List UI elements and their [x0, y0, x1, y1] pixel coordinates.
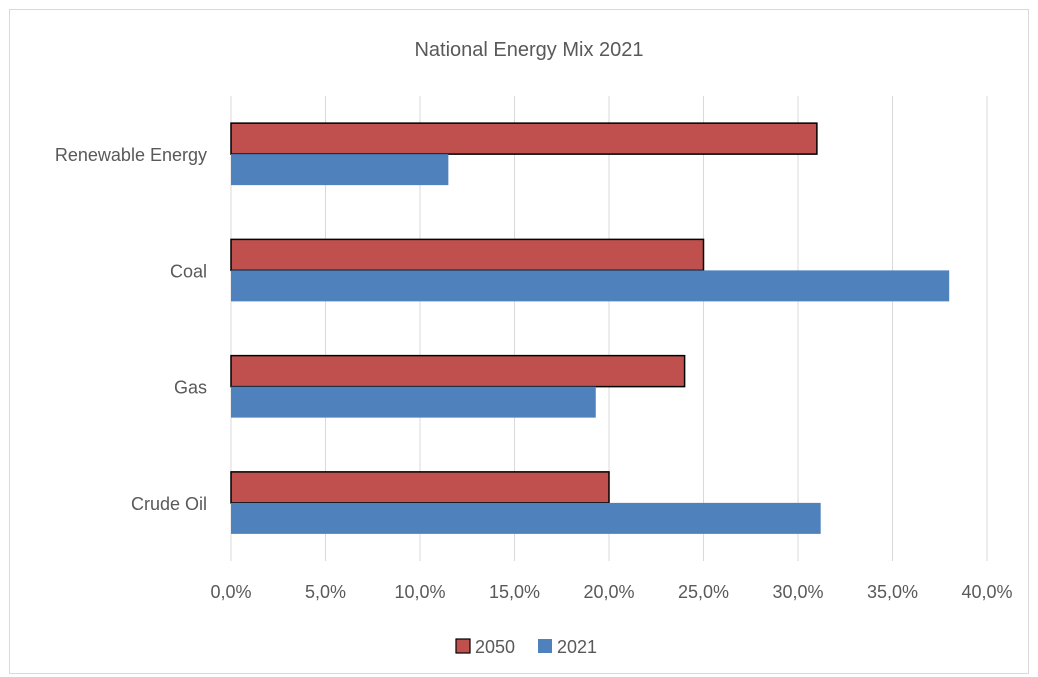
bar-2021-coal: [231, 270, 950, 302]
bar-2050-crude-oil: [230, 471, 610, 504]
x-tick-labels: 0,0% 5,0% 10,0% 15,0% 20,0% 25,0% 30,0% 35,0% 40…: [210, 582, 1012, 602]
legend-swatch-2050: [455, 638, 471, 654]
x-tick-label: 20,0%: [583, 582, 634, 602]
bar-2021-gas: [231, 386, 596, 418]
bar-2050-renewable-energy: [230, 122, 818, 155]
x-tick-label: 0,0%: [210, 582, 251, 602]
category-label-coal: Coal: [170, 261, 207, 281]
legend-label-2050: 2050: [475, 637, 515, 657]
x-tick-label: 40,0%: [961, 582, 1012, 602]
x-tick-label: 15,0%: [489, 582, 540, 602]
x-tick-label: 10,0%: [394, 582, 445, 602]
chart-frame: [9, 9, 1029, 674]
bar-2021-renewable-energy: [231, 154, 449, 186]
x-tick-label: 30,0%: [772, 582, 823, 602]
legend: 2050 2021: [455, 637, 597, 657]
bar-2050-gas: [230, 354, 686, 388]
x-tick-label: 5,0%: [305, 582, 346, 602]
chart-title: National Energy Mix 2021: [414, 39, 643, 61]
bar-2021-crude-oil: [231, 502, 821, 534]
legend-swatch-2021: [538, 639, 552, 653]
category-label-renewable-energy: Renewable Energy: [55, 145, 207, 165]
category-labels: Renewable Energy Coal Gas Crude Oil: [55, 145, 207, 514]
x-tick-label: 35,0%: [867, 582, 918, 602]
legend-label-2021: 2021: [557, 637, 597, 657]
bars: [230, 122, 950, 534]
bar-2050-coal: [230, 238, 705, 272]
category-label-crude-oil: Crude Oil: [131, 494, 207, 514]
category-label-gas: Gas: [174, 378, 207, 398]
x-tick-label: 25,0%: [678, 582, 729, 602]
